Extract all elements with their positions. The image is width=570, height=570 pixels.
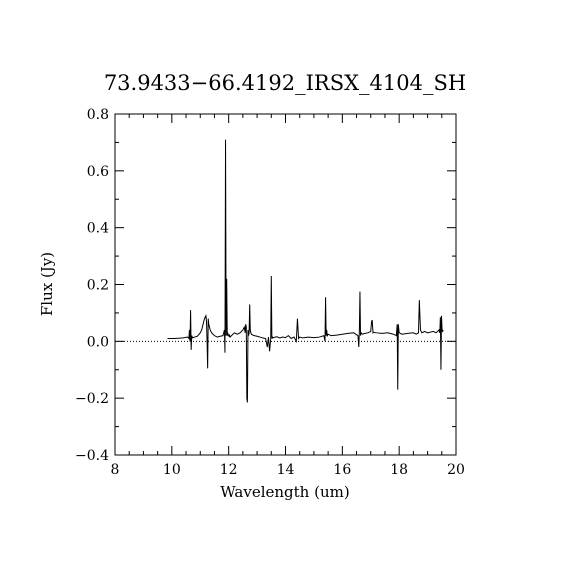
- plot-frame: [114, 113, 457, 456]
- x-tick-label: 16: [333, 462, 351, 478]
- plot-area: [115, 139, 456, 403]
- y-tick-label: 0.2: [87, 278, 109, 294]
- y-tick-label: 0.8: [87, 107, 109, 123]
- spectrum-line: [167, 139, 444, 403]
- y-axis-label: Flux (Jy): [38, 252, 56, 316]
- y-tick-label: 0.0: [87, 334, 109, 350]
- x-tick-label: 8: [111, 462, 120, 478]
- x-tick-label: 14: [277, 462, 295, 478]
- axis-ticks: 8 10 12 14 16 18 20 −0.4 −0.2 0.0 0.2 0.4 0.6 0.8: [75, 107, 465, 478]
- y-tick-label: 0.6: [87, 164, 109, 180]
- chart-title: 73.9433−66.4192_IRSX_4104_SH: [104, 71, 466, 95]
- x-tick-label: 10: [163, 462, 181, 478]
- x-tick-label: 12: [220, 462, 238, 478]
- y-tick-label: 0.4: [87, 221, 109, 237]
- x-axis-label: Wavelength (um): [220, 483, 349, 501]
- x-tick-label: 20: [447, 462, 465, 478]
- y-tick-label: −0.4: [75, 448, 109, 464]
- x-tick-label: 18: [390, 462, 408, 478]
- y-tick-label: −0.2: [75, 391, 109, 407]
